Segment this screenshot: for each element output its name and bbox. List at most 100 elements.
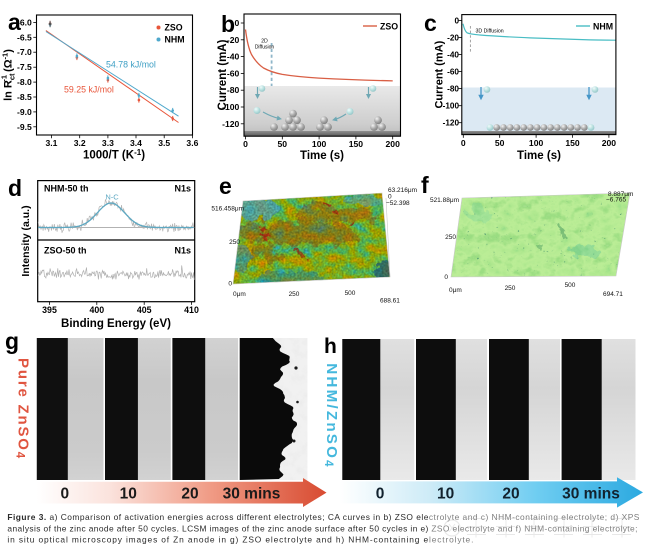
svg-text:0: 0 — [60, 486, 69, 503]
svg-text:ZSO: ZSO — [165, 23, 183, 33]
svg-text:ln Rct-1 (Ω-1): ln Rct-1 (Ω-1) — [0, 49, 16, 101]
svg-text:Current (mA): Current (mA) — [434, 40, 446, 108]
svg-text:1000/T (K-1): 1000/T (K-1) — [83, 148, 145, 162]
svg-text:0μm: 0μm — [449, 287, 462, 294]
svg-text:h: h — [324, 335, 337, 358]
svg-text:d: d — [8, 175, 22, 201]
svg-text:-60: -60 — [227, 68, 240, 78]
svg-text:50: 50 — [278, 139, 288, 149]
svg-text:694.71: 694.71 — [603, 291, 623, 298]
svg-text:0: 0 — [228, 281, 232, 288]
svg-text:20: 20 — [181, 486, 198, 503]
svg-text:250: 250 — [229, 239, 240, 246]
svg-text:500: 500 — [345, 290, 356, 297]
svg-text:3D Diffusion: 3D Diffusion — [476, 29, 504, 35]
svg-text:a: a — [8, 9, 21, 35]
svg-text:ZSO: ZSO — [380, 21, 398, 31]
svg-text:-80: -80 — [227, 85, 240, 95]
svg-text:8.887μm: 8.887μm — [608, 191, 633, 198]
svg-text:250: 250 — [505, 285, 516, 292]
svg-text:-8.0: -8.0 — [17, 77, 32, 87]
svg-text:-6.5: -6.5 — [17, 32, 32, 42]
svg-text:ZSO-50 th: ZSO-50 th — [44, 246, 87, 256]
svg-text:2D: 2D — [261, 39, 268, 45]
svg-text:521.88μm: 521.88μm — [430, 197, 459, 204]
svg-text:-8.5: -8.5 — [17, 92, 32, 102]
svg-text:10: 10 — [120, 486, 137, 503]
svg-text:250: 250 — [289, 291, 300, 298]
svg-text:-100: -100 — [443, 102, 460, 111]
svg-text:500: 500 — [565, 282, 576, 289]
svg-text:-100: -100 — [222, 102, 239, 112]
svg-text:0: 0 — [461, 138, 466, 148]
svg-text:-40: -40 — [227, 52, 240, 62]
svg-text:405: 405 — [137, 305, 152, 315]
svg-text:0: 0 — [388, 194, 392, 201]
svg-text:10: 10 — [437, 486, 454, 503]
svg-text:3.5: 3.5 — [158, 138, 170, 148]
svg-text:63.216μm: 63.216μm — [388, 187, 417, 194]
svg-text:-20: -20 — [227, 35, 240, 45]
svg-text:0: 0 — [454, 16, 459, 25]
svg-text:-40: -40 — [447, 51, 459, 60]
svg-text:3.4: 3.4 — [130, 138, 142, 148]
svg-text:395: 395 — [42, 305, 57, 315]
svg-text:N1s: N1s — [174, 246, 191, 256]
svg-text:Figure 3. a) Comparison of ac: Figure 3. a) Comparison of activation en… — [7, 512, 639, 522]
svg-text:3.3: 3.3 — [102, 138, 114, 148]
svg-text:-9.5: -9.5 — [17, 122, 32, 132]
svg-text:688.61: 688.61 — [380, 298, 400, 305]
svg-text:100: 100 — [312, 139, 327, 149]
svg-text:Binding Energy (eV): Binding Energy (eV) — [61, 318, 171, 330]
svg-text:3.6: 3.6 — [186, 138, 198, 148]
svg-text:Current (mA): Current (mA) — [217, 39, 229, 110]
svg-text:NHM/ZnSO4: NHM/ZnSO4 — [322, 363, 340, 469]
svg-text:-9.0: -9.0 — [17, 107, 32, 117]
svg-text:200: 200 — [602, 138, 617, 148]
svg-text:100: 100 — [529, 138, 544, 148]
svg-text:NHM: NHM — [593, 21, 613, 31]
svg-text:410: 410 — [184, 305, 199, 315]
svg-text:Intensity (a.u.): Intensity (a.u.) — [20, 205, 32, 276]
svg-text:30 mins: 30 mins — [223, 486, 281, 503]
svg-text:20: 20 — [502, 486, 519, 503]
svg-text:f: f — [421, 172, 429, 198]
svg-text:analysis of the zinc anode aft: analysis of the zinc anode after 50 cycl… — [7, 523, 637, 533]
svg-text:0: 0 — [376, 486, 385, 503]
svg-text:-120: -120 — [222, 119, 239, 129]
svg-text:Time (s): Time (s) — [300, 150, 344, 162]
svg-text:516.458μm: 516.458μm — [211, 206, 244, 213]
svg-text:0μm: 0μm — [233, 291, 246, 298]
svg-text:-20: -20 — [447, 34, 459, 43]
svg-text:in situ optical microscopy ima: in situ optical microscopy images of Zn … — [7, 535, 473, 545]
svg-text:b: b — [221, 11, 235, 37]
svg-text:N1s: N1s — [174, 184, 191, 194]
svg-text:c: c — [424, 10, 437, 36]
svg-text:400: 400 — [89, 305, 104, 315]
svg-text:54.78 kJ/mol: 54.78 kJ/mol — [106, 60, 156, 70]
svg-text:0: 0 — [444, 274, 448, 281]
svg-text:59.25 kJ/mol: 59.25 kJ/mol — [64, 85, 114, 95]
svg-text:200: 200 — [386, 139, 401, 149]
svg-text:−6.765: −6.765 — [606, 197, 626, 204]
svg-text:3.1: 3.1 — [46, 138, 58, 148]
svg-text:150: 150 — [565, 138, 580, 148]
svg-text:0: 0 — [243, 139, 248, 149]
svg-text:-60: -60 — [447, 68, 459, 77]
svg-text:-6.0: -6.0 — [17, 17, 32, 27]
svg-text:Diffusion: Diffusion — [255, 45, 275, 51]
svg-text:−52.398: −52.398 — [386, 200, 410, 207]
svg-text:50: 50 — [495, 138, 505, 148]
svg-text:NHM-50 th: NHM-50 th — [44, 184, 89, 194]
svg-text:Pure ZnSO4: Pure ZnSO4 — [13, 358, 31, 460]
svg-text:Time (s): Time (s) — [517, 150, 561, 162]
svg-text:-7.0: -7.0 — [17, 47, 32, 57]
svg-text:150: 150 — [349, 139, 364, 149]
svg-text:N-C: N-C — [105, 193, 119, 202]
svg-text:30 mins: 30 mins — [562, 486, 620, 503]
svg-text:g: g — [5, 328, 19, 354]
svg-text:-120: -120 — [443, 119, 460, 128]
svg-text:250: 250 — [445, 234, 456, 241]
svg-text:e: e — [219, 173, 232, 199]
svg-text:-80: -80 — [447, 85, 459, 94]
